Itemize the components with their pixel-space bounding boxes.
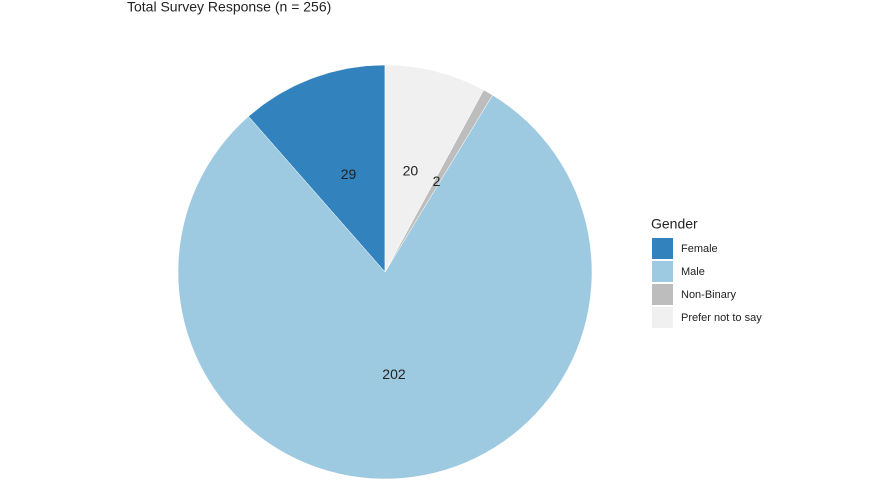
legend-label: Non-Binary bbox=[681, 289, 737, 301]
data-label: 202 bbox=[382, 366, 406, 382]
data-label: 20 bbox=[403, 162, 419, 178]
pie-slice bbox=[248, 64, 386, 273]
legend-swatch bbox=[652, 238, 673, 259]
legend-swatch bbox=[652, 307, 673, 328]
legend-label: Prefer not to say bbox=[681, 312, 762, 324]
chart-title: Total Survey Response (n = 256) bbox=[127, 0, 331, 15]
legend-label: Male bbox=[681, 266, 705, 278]
pie-slice bbox=[384, 64, 484, 273]
legend-title: Gender bbox=[651, 216, 698, 232]
legend-swatch bbox=[652, 261, 673, 282]
pie-slice bbox=[177, 94, 593, 480]
data-label: 2 bbox=[433, 173, 441, 189]
data-label: 29 bbox=[341, 166, 357, 182]
legend-label: Female bbox=[681, 243, 718, 255]
legend-swatch bbox=[652, 284, 673, 305]
